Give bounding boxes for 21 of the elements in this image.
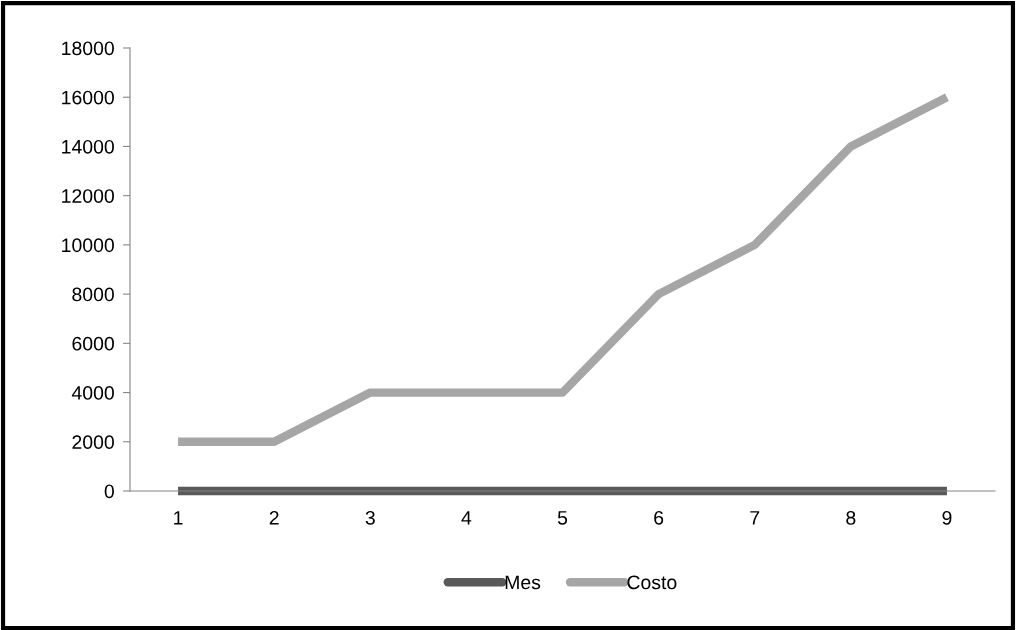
x-tick-label: 1 bbox=[174, 511, 183, 525]
x-tick-label: 2 bbox=[269, 510, 279, 525]
x-tick-label: 3 bbox=[365, 510, 375, 525]
y-tick-label: 12000 bbox=[62, 189, 114, 203]
x-tick-label: 4 bbox=[461, 511, 472, 525]
legend-label: Mes bbox=[505, 575, 541, 590]
x-tick-label: 6 bbox=[654, 510, 664, 525]
y-tick-label: 18000 bbox=[62, 41, 114, 56]
y-tick-label: 0 bbox=[104, 484, 114, 499]
legend-label: Costo bbox=[627, 575, 677, 590]
y-tick-label: 16000 bbox=[62, 90, 114, 105]
y-tick-label: 6000 bbox=[72, 336, 114, 351]
y-tick-label: 4000 bbox=[71, 386, 114, 400]
y-tick-label: 2000 bbox=[72, 435, 114, 450]
y-tick-label: 10000 bbox=[62, 238, 114, 253]
x-tick-label: 9 bbox=[942, 510, 952, 525]
y-tick-label: 14000 bbox=[62, 139, 114, 154]
x-tick-label: 5 bbox=[557, 511, 568, 525]
x-tick-label: 7 bbox=[750, 511, 760, 525]
y-tick-label: 8000 bbox=[72, 287, 114, 302]
x-tick-label: 8 bbox=[846, 510, 856, 525]
